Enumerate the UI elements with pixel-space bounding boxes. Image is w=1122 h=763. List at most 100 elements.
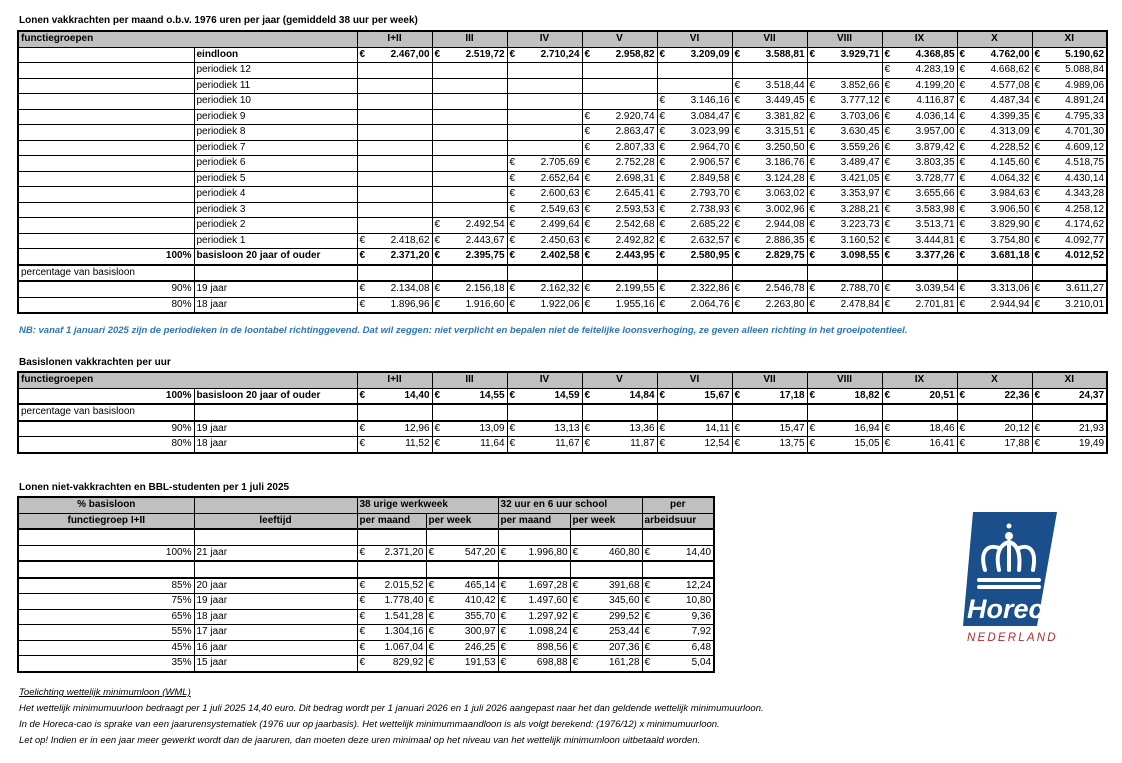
- currency-symbol: €: [959, 250, 966, 262]
- amount-cell: €2.944,94: [956, 296, 1033, 314]
- amount: €3.313,06: [960, 282, 1030, 296]
- amount-cell: €3.444,81: [881, 232, 958, 249]
- amount-cell: [581, 93, 658, 110]
- amount: €18,46: [885, 422, 955, 436]
- amount-value: 3.518,44: [765, 79, 805, 91]
- amount-cell: €4.430,14: [1031, 170, 1108, 187]
- group-header: % basisloon: [17, 496, 195, 514]
- currency-symbol: €: [572, 657, 579, 669]
- amount-value: 13,13: [554, 422, 580, 434]
- amount-cell: [506, 93, 583, 110]
- amount-cell: €829,92: [356, 655, 427, 672]
- amount-value: 2.443,95: [615, 250, 655, 262]
- amount-cell: €1.896,96: [356, 296, 433, 314]
- amount-cell: €4.701,30: [1031, 124, 1108, 141]
- amount-cell: €13,36: [581, 420, 658, 437]
- amount-value: 2.920,74: [615, 110, 655, 122]
- amount: €6,48: [645, 641, 712, 655]
- amount-cell: €2.542,68: [581, 217, 658, 234]
- amount-value: 207,36: [608, 641, 640, 653]
- amount-value: 2.944,94: [990, 298, 1030, 310]
- amount-cell: €4.399,35: [956, 108, 1033, 125]
- currency-symbol: €: [884, 298, 891, 310]
- currency-symbol: €: [734, 110, 741, 122]
- currency-symbol: €: [584, 110, 591, 122]
- amount-value: 547,20: [464, 546, 496, 558]
- amount-cell: €3.186,76: [731, 155, 808, 172]
- amount: €14,55: [435, 389, 505, 402]
- amount-value: 4.891,24: [1065, 95, 1105, 107]
- table-row: 55% 17 jaar €1.304,16 €300,97 €1.098,24 €253,…: [17, 624, 715, 641]
- currency-symbol: €: [809, 48, 816, 60]
- currency-symbol: €: [809, 283, 816, 295]
- amount-cell: [431, 186, 508, 203]
- amount-cell: €2.064,76: [656, 296, 733, 314]
- currency-symbol: €: [584, 438, 591, 450]
- header-row: functiegroepen I+II III IV V VI VII VIII IX X XI: [17, 371, 1108, 389]
- currency-symbol: €: [809, 79, 816, 91]
- amount: €3.957,00: [885, 125, 955, 139]
- amount: €3.223,73: [810, 218, 880, 232]
- amount: €3.803,35: [885, 156, 955, 170]
- amount-cell: €2.499,64: [506, 217, 583, 234]
- amount: €3.703,06: [810, 110, 880, 124]
- amount-value: 3.906,50: [990, 203, 1030, 215]
- amount-value: 15,05: [854, 438, 880, 450]
- amount-value: 2.793,70: [690, 188, 730, 200]
- currency-symbol: €: [959, 219, 966, 231]
- amount-value: 2.402,58: [540, 250, 580, 262]
- amount: €3.583,98: [885, 203, 955, 217]
- amount-value: 3.803,35: [915, 157, 955, 169]
- amount: €1.541,28: [360, 610, 424, 624]
- currency-symbol: €: [359, 657, 366, 669]
- amount-cell: €3.829,90: [956, 217, 1033, 234]
- age-label: 16 jaar: [193, 639, 358, 656]
- currency-symbol: €: [572, 641, 579, 653]
- amount-value: 2.685,22: [690, 219, 730, 231]
- amount-cell: €161,28: [569, 655, 643, 672]
- amount-cell: [431, 108, 508, 125]
- currency-symbol: €: [884, 234, 891, 246]
- currency-symbol: €: [509, 188, 516, 200]
- amount: €4.762,00: [960, 48, 1030, 62]
- amount-cell: €3.063,02: [731, 186, 808, 203]
- amount: €2.492,82: [585, 234, 655, 248]
- row-label: periodiek 9: [193, 108, 358, 125]
- empty-cell: [356, 264, 433, 282]
- column-header-XI: XI: [1031, 371, 1108, 389]
- amount-cell: €1.497,60: [497, 593, 571, 610]
- amount: €3.630,45: [810, 125, 880, 139]
- amount-cell: €2.263,80: [731, 296, 808, 314]
- amount: €3.879,42: [885, 141, 955, 155]
- amount-cell: [356, 93, 433, 110]
- amount: €410,42: [429, 594, 496, 608]
- currency-symbol: €: [434, 283, 441, 295]
- amount-cell: €345,60: [569, 593, 643, 610]
- amount-cell: €3.353,97: [806, 186, 883, 203]
- currency-symbol: €: [644, 610, 651, 622]
- amount-cell: €17,88: [956, 436, 1033, 453]
- currency-symbol: €: [1034, 188, 1041, 200]
- amount: €345,60: [573, 594, 640, 608]
- amount-value: 3.852,66: [840, 79, 880, 91]
- header-row: % basisloon 38 urige werkweek 32 uur en 6 …: [17, 496, 715, 514]
- amount-value: 15,67: [704, 389, 730, 401]
- amount-value: 3.957,00: [915, 126, 955, 138]
- amount: €3.489,47: [810, 156, 880, 170]
- amount-value: 3.879,42: [915, 141, 955, 153]
- amount-cell: €5.088,84: [1031, 62, 1108, 79]
- amount-cell: €4.518,75: [1031, 155, 1108, 172]
- amount-cell: €3.957,00: [881, 124, 958, 141]
- amount-value: 3.313,06: [990, 283, 1030, 295]
- currency-symbol: €: [500, 641, 507, 653]
- amount-cell: €2.829,75: [731, 248, 808, 266]
- currency-symbol: €: [359, 579, 366, 591]
- amount: €2.738,93: [660, 203, 730, 217]
- amount: €4.145,60: [960, 156, 1030, 170]
- amount-value: 391,68: [608, 579, 640, 591]
- amount: €465,14: [429, 579, 496, 593]
- currency-symbol: €: [572, 546, 579, 558]
- table-row: percentage van basisloon: [17, 264, 1108, 282]
- amount-value: 3.583,98: [915, 203, 955, 215]
- amount-cell: €2.492,82: [581, 232, 658, 249]
